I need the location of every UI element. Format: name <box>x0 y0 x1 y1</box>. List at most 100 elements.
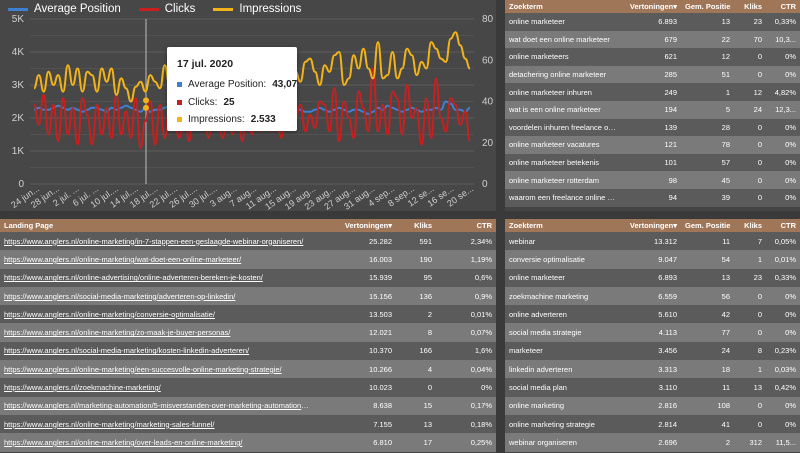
legend-item-impressions[interactable]: Impressions <box>213 3 301 15</box>
metric-cell: 11 <box>681 232 734 251</box>
table-row[interactable]: voordelen inhuren freelance online ... 13… <box>505 118 800 137</box>
column-header-kliks[interactable]: Kliks <box>396 219 436 232</box>
table-row[interactable]: conversie optimalisatie 9.047 54 1 0,01% <box>505 250 800 269</box>
landing-page-link[interactable]: https://www.anglers.nl/online-marketing/… <box>0 323 314 342</box>
column-header-landing-page[interactable]: Landing Page <box>0 219 314 232</box>
landing-page-link[interactable]: https://www.anglers.nl/zoekmachine-marke… <box>0 378 314 397</box>
metric-cell: 0,05% <box>766 232 800 251</box>
landing-page-table: Landing Page Vertoningen▾ Kliks CTR http… <box>0 219 496 452</box>
table-row[interactable]: https://www.anglers.nl/online-marketing/… <box>0 414 496 434</box>
table-row[interactable]: online marketeer 6.893 13 23 0,33% <box>505 13 800 31</box>
metric-cell: 18 <box>681 360 734 379</box>
table-row[interactable]: https://www.anglers.nl/online-marketing/… <box>0 433 496 452</box>
keyword-cell: online marketeer betekenis <box>505 153 623 172</box>
column-header-vertoningen[interactable]: Vertoningen▾ <box>623 219 681 232</box>
metric-cell: 0% <box>766 305 800 324</box>
table-row[interactable]: waarom een freelance online marke... 94 39… <box>505 188 800 207</box>
metric-cell: 0% <box>766 48 800 66</box>
table-row[interactable]: https://www.anglers.nl/online-marketing/… <box>0 360 496 379</box>
tooltip-row-impressions: Impressions: 2.533 <box>177 114 276 125</box>
table-row[interactable]: online marketeer inhuren 249 1 12 4,82% <box>505 83 800 101</box>
table-row[interactable]: https://www.anglers.nl/online-marketing/… <box>0 323 496 342</box>
table-row[interactable]: wat doet een online marketeer 679 22 70 10,3… <box>505 30 800 49</box>
metric-cell: 24 <box>734 100 766 119</box>
legend-item-clicks[interactable]: Clicks <box>138 3 195 15</box>
right-axis-tick: 40 <box>482 97 494 108</box>
column-header-vertoningen[interactable]: Vertoningen▾ <box>623 0 681 13</box>
keyword-cell: conversie optimalisatie <box>505 250 623 269</box>
table-row[interactable]: online marketeer betekenis 101 57 0 0% <box>505 153 800 172</box>
legend-item-average-position[interactable]: Average Position <box>8 3 121 15</box>
table-row[interactable]: https://www.anglers.nl/social-media-mark… <box>0 341 496 361</box>
metric-cell: 0,6% <box>436 268 496 287</box>
column-header-kliks[interactable]: Kliks <box>734 219 766 232</box>
table-row[interactable]: social media plan 3.110 11 13 0,42% <box>505 378 800 397</box>
chart-legend: Average Position Clicks Impressions <box>8 3 301 15</box>
table-row[interactable]: social media strategie 4.113 77 0 0% <box>505 323 800 342</box>
column-header-zoekterm[interactable]: Zoekterm <box>505 219 623 232</box>
landing-page-link[interactable]: https://www.anglers.nl/online-marketing/… <box>0 360 314 379</box>
metric-cell: 0 <box>734 396 766 415</box>
keywords-table-2: Zoekterm Vertoningen▾ Gem. Positie Kliks… <box>505 219 800 452</box>
column-header-ctr[interactable]: CTR <box>766 219 800 232</box>
column-header-zoekterm[interactable]: Zoekterm <box>505 0 623 13</box>
metric-cell: 12.021 <box>314 323 396 342</box>
landing-page-link[interactable]: https://www.anglers.nl/online-advertisin… <box>0 268 314 287</box>
table-row[interactable]: online marketing 2.816 108 0 0% <box>505 396 800 415</box>
table-row[interactable]: online adverteren 5.610 42 0 0% <box>505 305 800 324</box>
table-row[interactable]: online marketeer rotterdam 98 45 0 0% <box>505 171 800 189</box>
keyword-cell: online marketeers <box>505 48 623 66</box>
metric-cell: 0 <box>734 171 766 189</box>
left-axis-tick: 3K <box>12 80 25 91</box>
keyword-cell: online marketeer vacatures <box>505 136 623 154</box>
metric-cell: 1,19% <box>436 250 496 269</box>
table-row[interactable]: wat is een online marketeer 194 5 24 12,3... <box>505 100 800 119</box>
table-row[interactable]: https://www.anglers.nl/online-marketing/… <box>0 250 496 269</box>
table-row[interactable]: https://www.anglers.nl/marketing-automat… <box>0 396 496 415</box>
table-row[interactable]: online marketeer 6.893 13 23 0,33% <box>505 268 800 287</box>
table-row[interactable]: online marketeer vacatures 121 78 0 0% <box>505 136 800 154</box>
landing-page-link[interactable]: https://www.anglers.nl/social-media-mark… <box>0 341 314 361</box>
column-header-ctr[interactable]: CTR <box>436 219 496 232</box>
landing-page-link[interactable]: https://www.anglers.nl/online-marketing/… <box>0 250 314 269</box>
column-header-gem-positie[interactable]: Gem. Positie <box>681 0 734 13</box>
metric-cell: 0% <box>766 188 800 207</box>
landing-page-link[interactable]: https://www.anglers.nl/social-media-mark… <box>0 286 314 306</box>
metric-cell: 42 <box>681 305 734 324</box>
landing-page-link[interactable]: https://www.anglers.nl/online-marketing/… <box>0 305 314 324</box>
metric-cell: 0,04% <box>436 360 496 379</box>
table-row[interactable]: https://www.anglers.nl/online-marketing/… <box>0 232 496 251</box>
metric-cell: 190 <box>396 250 436 269</box>
table-row[interactable]: https://www.anglers.nl/zoekmachine-marke… <box>0 378 496 397</box>
metric-cell: 2,34% <box>436 232 496 251</box>
metric-cell: 2.814 <box>623 414 681 434</box>
table-row[interactable]: https://www.anglers.nl/online-marketing/… <box>0 305 496 324</box>
table-row[interactable]: online marketing strategie 2.814 41 0 0% <box>505 414 800 434</box>
table-row[interactable]: online marketeers 621 12 0 0% <box>505 48 800 66</box>
landing-page-link[interactable]: https://www.anglers.nl/online-marketing/… <box>0 232 314 251</box>
table-row[interactable]: linkedin adverteren 3.313 18 1 0,03% <box>505 360 800 379</box>
column-header-gem-positie[interactable]: Gem. Positie <box>681 219 734 232</box>
table-row[interactable]: webinar 13.312 11 7 0,05% <box>505 232 800 251</box>
metric-cell: 13 <box>396 414 436 434</box>
metric-cell: 9.047 <box>623 250 681 269</box>
table-row[interactable]: zoekmachine marketing 6.559 56 0 0% <box>505 286 800 306</box>
column-header-vertoningen[interactable]: Vertoningen▾ <box>314 219 396 232</box>
metric-cell: 0% <box>766 323 800 342</box>
table-row[interactable]: https://www.anglers.nl/social-media-mark… <box>0 286 496 306</box>
metric-cell: 0 <box>734 118 766 137</box>
metric-cell: 6.559 <box>623 286 681 306</box>
table-row[interactable]: webinar organiseren 2.696 2 312 11,5... <box>505 433 800 452</box>
column-header-ctr[interactable]: CTR <box>766 0 800 13</box>
metric-cell: 0 <box>396 378 436 397</box>
landing-page-link[interactable]: https://www.anglers.nl/marketing-automat… <box>0 396 314 415</box>
table-row[interactable]: marketeer 3.456 24 8 0,23% <box>505 341 800 361</box>
column-header-kliks[interactable]: Kliks <box>734 0 766 13</box>
metric-cell: 0,25% <box>436 433 496 452</box>
metric-cell: 2 <box>396 305 436 324</box>
landing-page-link[interactable]: https://www.anglers.nl/online-marketing/… <box>0 414 314 434</box>
metric-cell: 41 <box>681 414 734 434</box>
landing-page-link[interactable]: https://www.anglers.nl/online-marketing/… <box>0 433 314 452</box>
table-row[interactable]: https://www.anglers.nl/online-advertisin… <box>0 268 496 287</box>
table-row[interactable]: detachering online marketeer 285 51 0 0% <box>505 65 800 84</box>
